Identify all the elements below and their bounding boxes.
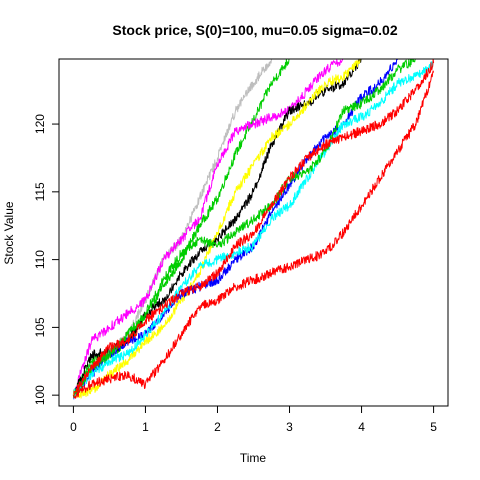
x-tick-label-3: 3 bbox=[286, 420, 293, 434]
chart-title: Stock price, S(0)=100, mu=0.05 sigma=0.0… bbox=[112, 22, 397, 38]
series-line-7 bbox=[72, 60, 435, 399]
y-axis: 100 105 110 115 120 bbox=[33, 114, 60, 405]
series-line-8 bbox=[72, 70, 435, 399]
y-tick-label-2: 110 bbox=[33, 250, 47, 269]
x-axis: 0 1 2 3 4 5 bbox=[70, 405, 437, 434]
series-line-10 bbox=[72, 59, 435, 397]
x-axis-label: Time bbox=[240, 451, 267, 465]
series-line-5 bbox=[72, 59, 362, 399]
y-tick-label-0: 100 bbox=[33, 385, 47, 405]
x-tick-label-4: 4 bbox=[358, 420, 365, 434]
y-axis-label: Stock Value bbox=[2, 201, 16, 264]
series-layer bbox=[72, 59, 435, 400]
y-tick-label-4: 120 bbox=[33, 114, 47, 134]
series-line-9 bbox=[72, 59, 416, 398]
series-line-3 bbox=[72, 59, 344, 396]
y-tick-label-3: 115 bbox=[33, 182, 47, 201]
x-tick-label-5: 5 bbox=[430, 420, 437, 434]
x-tick-label-1: 1 bbox=[142, 420, 149, 434]
y-tick-label-1: 105 bbox=[33, 317, 47, 337]
x-tick-label-0: 0 bbox=[70, 420, 77, 434]
x-tick-label-2: 2 bbox=[214, 420, 221, 434]
